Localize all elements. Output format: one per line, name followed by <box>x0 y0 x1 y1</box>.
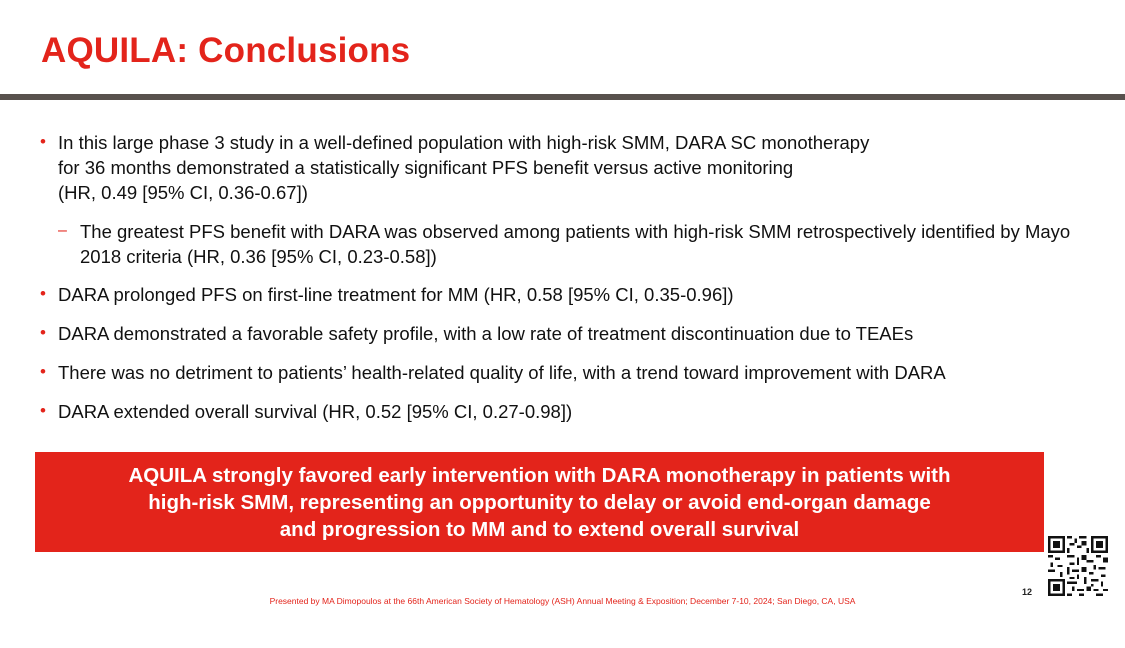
qr-code-icon[interactable] <box>1048 536 1108 596</box>
bullet-pfs-benefit: In this large phase 3 study in a well-de… <box>40 129 1100 205</box>
bullet-line: In this large phase 3 study in a well-de… <box>58 132 870 153</box>
presentation-citation: Presented by MA Dimopoulos at the 66th A… <box>0 596 1125 606</box>
bullet-safety-profile: DARA demonstrated a favorable safety pro… <box>40 320 1100 346</box>
slide-number: 12 <box>1022 587 1033 597</box>
bullet-quality-of-life: There was no detriment to patients’ heal… <box>40 359 1100 385</box>
slide-title: AQUILA: Conclusions <box>41 31 411 70</box>
footer-text: Presented by MA Dimopoulos at the 66th A… <box>269 596 856 606</box>
title-divider <box>0 94 1125 100</box>
bullet-line: DARA prolonged PFS on first-line treatme… <box>58 284 734 305</box>
sub-bullet-line: identified by Mayo 2018 criteria (HR, 0.… <box>80 221 1071 267</box>
bullet-first-line-pfs: DARA prolonged PFS on first-line treatme… <box>40 281 1100 307</box>
bullet-line: DARA extended overall survival (HR, 0.52… <box>58 401 573 422</box>
sub-bullet-mayo-2018: The greatest PFS benefit with DARA was o… <box>40 218 1100 269</box>
bullet-line: DARA demonstrated a favorable safety pro… <box>58 323 914 344</box>
bullet-line: (HR, 0.49 [95% CI, 0.36-0.67]) <box>58 182 308 203</box>
conclusion-callout: AQUILA strongly favored early interventi… <box>35 452 1044 552</box>
callout-line: and progression to MM and to extend over… <box>279 517 800 541</box>
conclusions-list: In this large phase 3 study in a well-de… <box>40 129 1100 438</box>
bullet-line: There was no detriment to patients’ heal… <box>58 362 946 383</box>
callout-line: AQUILA strongly favored early interventi… <box>128 463 951 487</box>
sub-bullet-line: The greatest PFS benefit with DARA was o… <box>80 221 916 242</box>
bullet-overall-survival: DARA extended overall survival (HR, 0.52… <box>40 398 1100 424</box>
callout-line: high-risk SMM, representing an opportuni… <box>148 490 931 514</box>
bullet-line: for 36 months demonstrated a statistical… <box>58 157 794 178</box>
